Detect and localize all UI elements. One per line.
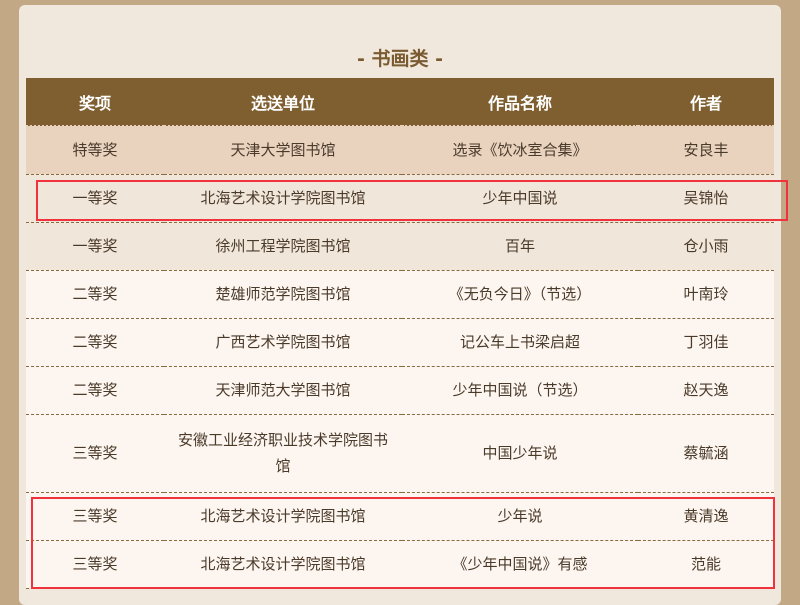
cell-work: 《无负今日》（节选） (402, 270, 638, 319)
cell-work: 少年中国说（节选） (402, 366, 638, 415)
cell-unit: 北海艺术设计学院图书馆 (164, 174, 402, 223)
cell-author: 安良丰 (638, 126, 774, 175)
awards-table: 奖项 选送单位 作品名称 作者 特等奖 天津大学图书馆 选录《饮冰室合集》 安良丰 一等… (26, 78, 774, 589)
cell-author: 叶南玲 (638, 270, 774, 319)
cell-work: 《少年中国说》有感 (402, 540, 638, 589)
cell-unit: 广西艺术学院图书馆 (164, 318, 402, 367)
table-row: 三等奖 安徽工业经济职业技术学院图书馆 中国少年说 蔡毓涵 (26, 414, 774, 493)
cell-award: 二等奖 (26, 366, 164, 415)
cell-award: 三等奖 (26, 414, 164, 493)
cell-unit: 天津大学图书馆 (164, 126, 402, 175)
cell-work: 百年 (402, 222, 638, 271)
table-row: 三等奖 北海艺术设计学院图书馆 《少年中国说》有感 范能 (26, 540, 774, 589)
cell-work: 中国少年说 (402, 414, 638, 493)
cell-author: 仓小雨 (638, 222, 774, 271)
cell-unit: 楚雄师范学院图书馆 (164, 270, 402, 319)
header-award: 奖项 (26, 78, 164, 127)
cell-award: 一等奖 (26, 222, 164, 271)
header-author: 作者 (638, 78, 774, 127)
cell-unit: 天津师范大学图书馆 (164, 366, 402, 415)
cell-work: 选录《饮冰室合集》 (402, 126, 638, 175)
cell-author: 黄清逸 (638, 492, 774, 541)
cell-unit: 安徽工业经济职业技术学院图书馆 (164, 414, 402, 493)
cell-award: 二等奖 (26, 270, 164, 319)
header-work: 作品名称 (402, 78, 638, 127)
cell-unit: 北海艺术设计学院图书馆 (164, 540, 402, 589)
section-title: - 书画类 - (356, 48, 443, 70)
cell-award: 三等奖 (26, 492, 164, 541)
cell-award: 特等奖 (26, 126, 164, 175)
cell-author: 蔡毓涵 (638, 414, 774, 493)
cell-work: 记公车上书梁启超 (402, 318, 638, 367)
table-row: 一等奖 徐州工程学院图书馆 百年 仓小雨 (26, 222, 774, 271)
cell-unit: 徐州工程学院图书馆 (164, 222, 402, 271)
table-row: 二等奖 广西艺术学院图书馆 记公车上书梁启超 丁羽佳 (26, 318, 774, 367)
table-row: 二等奖 天津师范大学图书馆 少年中国说（节选） 赵天逸 (26, 366, 774, 415)
table-row: 三等奖 北海艺术设计学院图书馆 少年说 黄清逸 (26, 492, 774, 541)
cell-award: 一等奖 (26, 174, 164, 223)
table-row: 特等奖 天津大学图书馆 选录《饮冰室合集》 安良丰 (26, 126, 774, 175)
header-unit: 选送单位 (164, 78, 402, 127)
table-row: 一等奖 北海艺术设计学院图书馆 少年中国说 吴锦怡 (26, 174, 774, 223)
cell-award: 二等奖 (26, 318, 164, 367)
cell-unit: 北海艺术设计学院图书馆 (164, 492, 402, 541)
cell-author: 丁羽佳 (638, 318, 774, 367)
table-row: 二等奖 楚雄师范学院图书馆 《无负今日》（节选） 叶南玲 (26, 270, 774, 319)
cell-award: 三等奖 (26, 540, 164, 589)
table-header: 奖项 选送单位 作品名称 作者 (26, 78, 774, 127)
cell-author: 吴锦怡 (638, 174, 774, 223)
cell-author: 赵天逸 (638, 366, 774, 415)
cell-author: 范能 (638, 540, 774, 589)
cell-work: 少年说 (402, 492, 638, 541)
cell-work: 少年中国说 (402, 174, 638, 223)
